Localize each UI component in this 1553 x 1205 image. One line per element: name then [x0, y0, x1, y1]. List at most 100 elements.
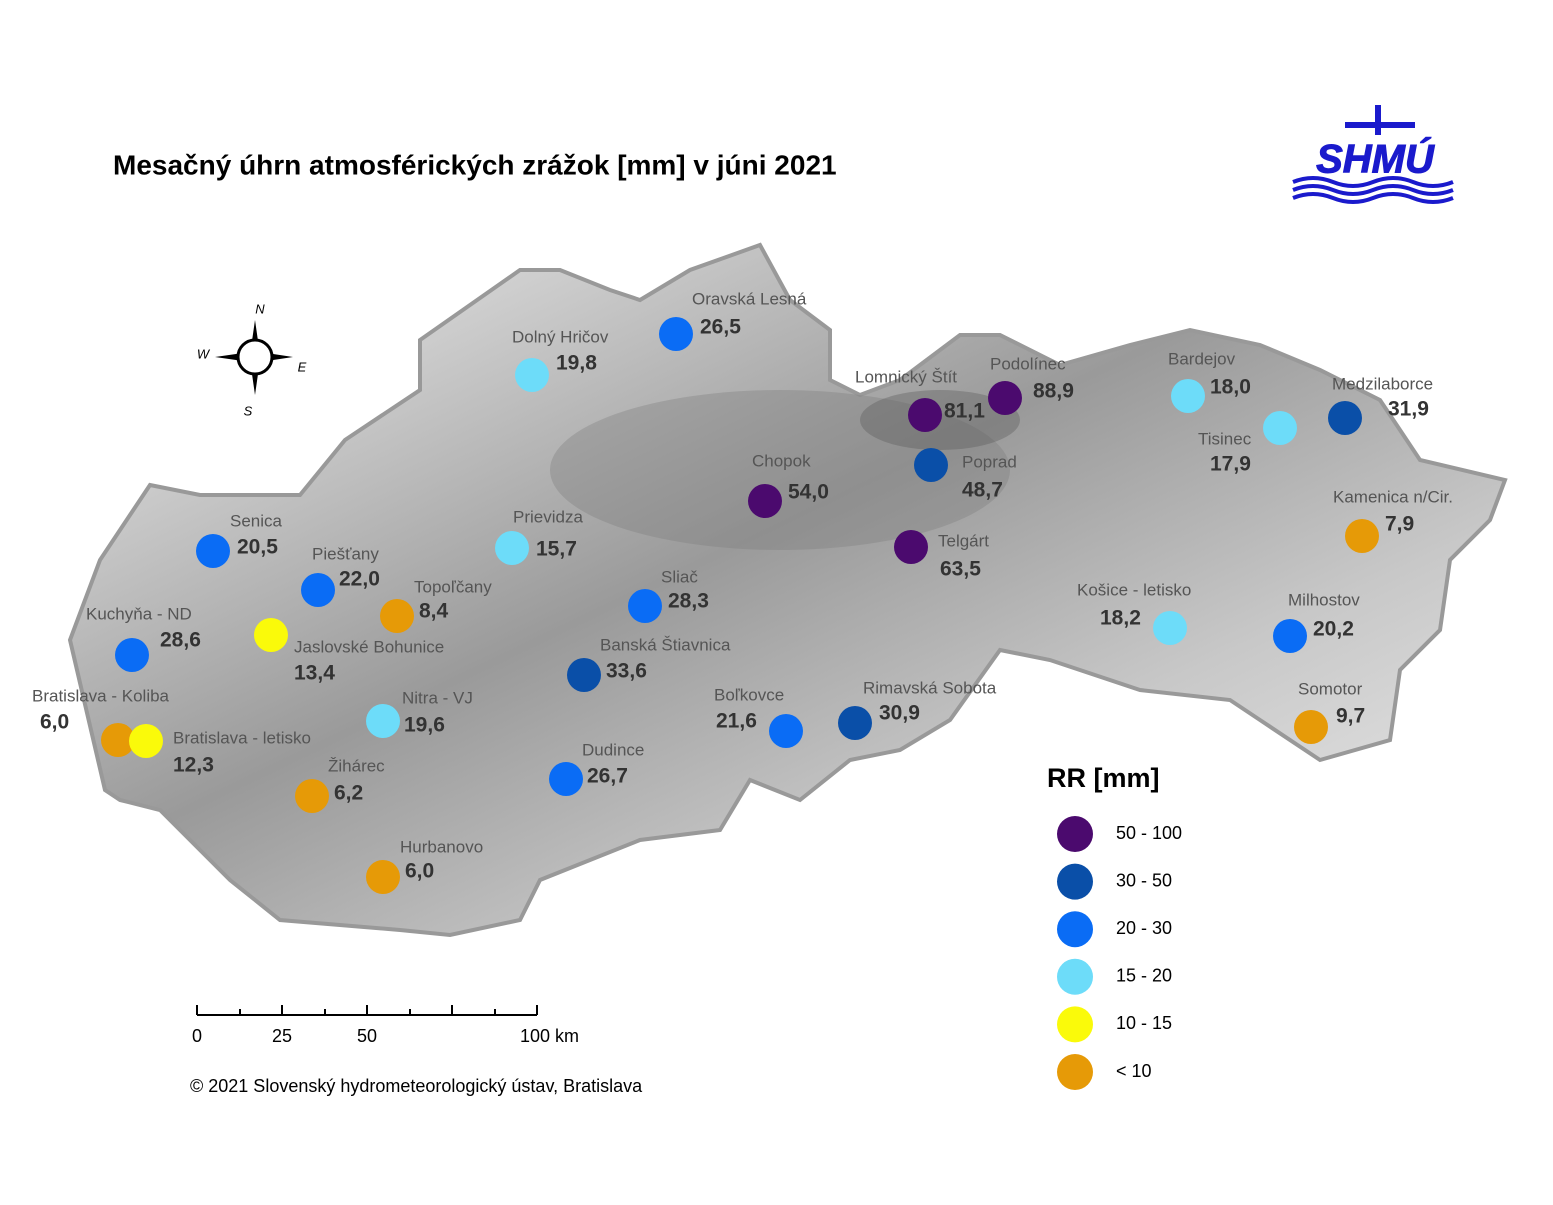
- country-outline: [67, 242, 1508, 938]
- station-value: 13,4: [294, 662, 335, 685]
- station-marker: [1171, 379, 1205, 413]
- station-marker: [366, 860, 400, 894]
- station-value: 19,6: [404, 714, 445, 737]
- station-marker: [769, 714, 803, 748]
- station-value: 22,0: [339, 568, 380, 591]
- station-value: 15,7: [536, 538, 577, 561]
- station-name: Dudince: [582, 740, 644, 759]
- station-value: 20,5: [237, 536, 278, 559]
- station-value: 31,9: [1388, 398, 1429, 421]
- station-name: Bratislava - Koliba: [32, 686, 170, 705]
- station-value: 12,3: [173, 754, 214, 777]
- station-marker: [1294, 710, 1328, 744]
- station-name: Rimavská Sobota: [863, 678, 997, 697]
- compass-label: N: [255, 301, 265, 316]
- compass: N W E S: [197, 301, 307, 418]
- legend-label: 50 - 100: [1116, 823, 1182, 843]
- station-marker: [101, 723, 135, 757]
- compass-label: W: [197, 346, 211, 361]
- station-value: 18,0: [1210, 376, 1251, 399]
- station-name: Bardejov: [1168, 349, 1236, 368]
- copyright: © 2021 Slovenský hydrometeorologický úst…: [190, 1076, 643, 1096]
- station-marker: [1345, 519, 1379, 553]
- station-value: 21,6: [716, 710, 757, 733]
- station-name: Kamenica n/Cir.: [1333, 487, 1453, 506]
- station-value: 19,8: [556, 352, 597, 375]
- station-name: Chopok: [752, 451, 811, 470]
- station-value: 7,9: [1385, 513, 1414, 536]
- legend-swatch: [1057, 1006, 1093, 1043]
- station-name: Dolný Hričov: [512, 327, 609, 346]
- logo: SHMÚ: [1292, 105, 1454, 204]
- station-value: 20,2: [1313, 618, 1354, 641]
- station-marker: [894, 530, 928, 564]
- legend-swatch: [1057, 863, 1093, 900]
- station-name: Sliač: [661, 567, 698, 586]
- station-marker: [1153, 611, 1187, 645]
- station-value: 26,7: [587, 765, 628, 788]
- legend-swatch: [1057, 958, 1093, 995]
- station-name: Milhostov: [1288, 590, 1360, 609]
- scale-label: 100 km: [520, 1026, 579, 1046]
- station-value: 17,9: [1210, 453, 1251, 476]
- station-name: Hurbanovo: [400, 837, 483, 856]
- station-marker: [515, 358, 549, 392]
- station-value: 9,7: [1336, 705, 1365, 728]
- station-name: Košice - letisko: [1077, 580, 1191, 599]
- station-value: 63,5: [940, 558, 981, 581]
- station-name: Žihárec: [328, 756, 385, 775]
- station-name: Nitra - VJ: [402, 688, 473, 707]
- scale-label: 0: [192, 1026, 202, 1046]
- legend-swatch: [1057, 1054, 1093, 1090]
- station-marker: [366, 704, 400, 738]
- station-marker: [1328, 401, 1362, 435]
- station-value: 6,2: [334, 782, 363, 805]
- station-name: Banská Štiavnica: [600, 635, 731, 654]
- station-value: 33,6: [606, 660, 647, 683]
- station-value: 54,0: [788, 481, 829, 504]
- station-name: Medzilaborce: [1332, 374, 1433, 393]
- map-title: Mesačný úhrn atmosférických zrážok [mm] …: [113, 149, 837, 180]
- station-value: 81,1: [944, 400, 985, 423]
- scale-label: 25: [272, 1026, 292, 1046]
- station-marker: [908, 398, 942, 432]
- station-marker: [988, 381, 1022, 415]
- station-marker: [748, 484, 782, 518]
- station-name: Piešťany: [312, 544, 379, 563]
- station-marker: [914, 448, 948, 482]
- station-name: Somotor: [1298, 679, 1363, 698]
- station-name: Podolínec: [990, 354, 1066, 373]
- station-value: 6,0: [40, 711, 69, 734]
- legend-label: 30 - 50: [1116, 870, 1172, 890]
- station-name: Boľkovce: [714, 685, 784, 704]
- station-marker: [659, 317, 693, 351]
- scale-label: 50: [357, 1026, 377, 1046]
- station-name: Bratislava - letisko: [173, 728, 311, 747]
- station-value: 18,2: [1100, 607, 1141, 630]
- station-marker: [1273, 619, 1307, 653]
- station-name: Jaslovské Bohunice: [294, 637, 444, 656]
- legend-label: 20 - 30: [1116, 918, 1172, 938]
- station-marker: [196, 534, 230, 568]
- legend-label: 15 - 20: [1116, 966, 1172, 986]
- station-marker: [567, 658, 601, 692]
- station-marker: [254, 618, 288, 652]
- legend-title: RR [mm]: [1047, 763, 1160, 793]
- compass-label: S: [244, 403, 253, 418]
- station-marker: [495, 531, 529, 565]
- station-marker: [1263, 411, 1297, 445]
- station-value: 6,0: [405, 860, 434, 883]
- station-name: Topoľčany: [414, 577, 492, 596]
- station-value: 26,5: [700, 316, 741, 339]
- legend-swatch: [1057, 816, 1093, 852]
- legend-swatch: [1057, 911, 1093, 948]
- scale-bar: [196, 1005, 538, 1016]
- station-name: Senica: [230, 511, 283, 530]
- logo-text: SHMÚ: [1316, 136, 1435, 182]
- station-name: Prievidza: [513, 507, 583, 526]
- station-marker: [115, 638, 149, 672]
- station-name: Kuchyňa - ND: [86, 604, 192, 623]
- station-value: 28,6: [160, 629, 201, 652]
- station-name: Tisinec: [1198, 429, 1252, 448]
